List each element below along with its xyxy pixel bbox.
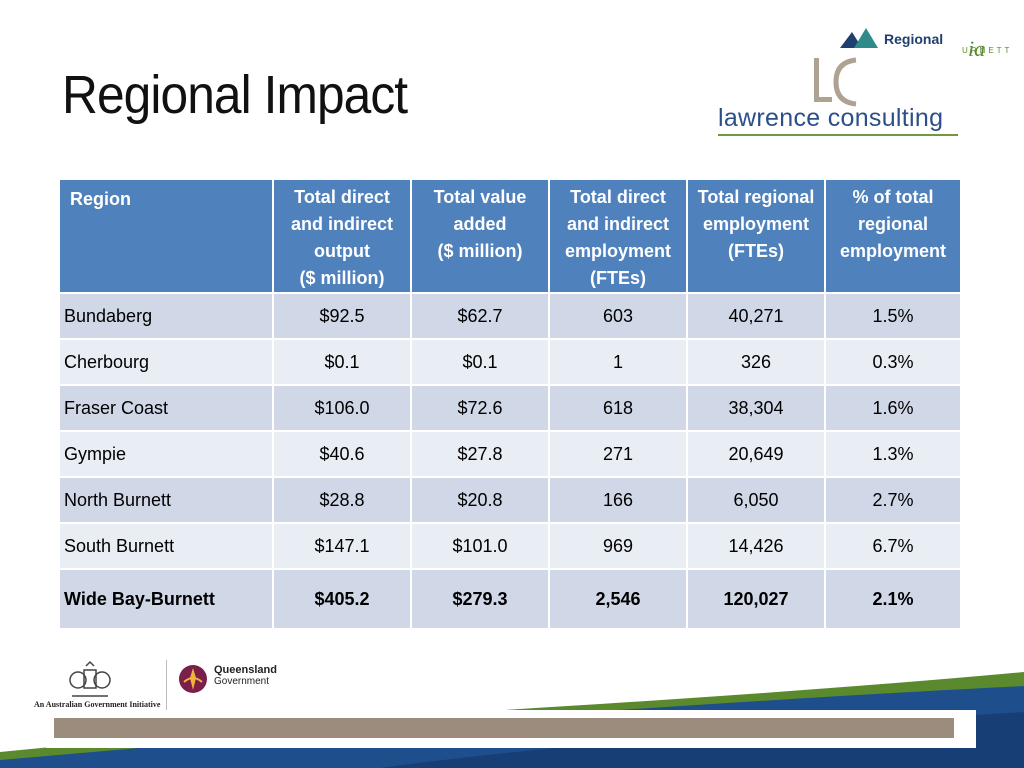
header-regional-employment: Total regional employment (FTEs) [686, 178, 826, 294]
cell-region: Gympie [58, 430, 274, 478]
header-output: Total direct and indirect output ($ mill… [272, 178, 412, 294]
cell-percent: 0.3% [824, 338, 962, 386]
footer-swoosh-graphic: l( [0, 672, 1024, 768]
cell-value-added: $72.6 [410, 384, 550, 432]
logo-underline [718, 134, 958, 136]
cell-employment: 271 [548, 430, 688, 478]
cell-regional-employment: 40,271 [686, 292, 826, 340]
regional-logo-subtext: URNETT [962, 46, 1013, 55]
cell-region-total: Wide Bay-Burnett [58, 568, 274, 630]
table-header-row: Region Total direct and indirect output … [58, 178, 962, 294]
table-row: South Burnett $147.1 $101.0 969 14,426 6… [58, 522, 962, 570]
cell-percent-total: 2.1% [824, 568, 962, 630]
cell-regional-employment: 38,304 [686, 384, 826, 432]
australian-government-text: An Australian Government Initiative [34, 700, 161, 709]
cell-employment: 1 [548, 338, 688, 386]
cell-employment: 166 [548, 476, 688, 524]
cell-region: Fraser Coast [58, 384, 274, 432]
cell-percent: 6.7% [824, 522, 962, 570]
table-row: Cherbourg $0.1 $0.1 1 326 0.3% [58, 338, 962, 386]
cell-region: North Burnett [58, 476, 274, 524]
table-row: Fraser Coast $106.0 $72.6 618 38,304 1.6… [58, 384, 962, 432]
cell-value-added: $27.8 [410, 430, 550, 478]
queensland-government-logo-icon [179, 665, 207, 693]
cell-employment: 618 [548, 384, 688, 432]
cell-value-added-total: $279.3 [410, 568, 550, 630]
footer-divider [166, 660, 167, 710]
cell-value-added: $101.0 [410, 522, 550, 570]
cell-output-total: $405.2 [272, 568, 412, 630]
regional-impact-table: Region Total direct and indirect output … [58, 178, 962, 630]
queensland-government-text: Queensland Government [214, 664, 277, 688]
cell-region: Bundaberg [58, 292, 274, 340]
cell-output: $40.6 [272, 430, 412, 478]
cell-output: $147.1 [272, 522, 412, 570]
cell-percent: 1.3% [824, 430, 962, 478]
qld-line2: Government [214, 676, 270, 687]
lawrence-consulting-logo-text: lawrence consulting [718, 104, 944, 132]
cell-output: $106.0 [272, 384, 412, 432]
lawrence-consulting-mark-icon [814, 57, 857, 107]
qld-line1: Queensland [214, 664, 277, 676]
table-total-row: Wide Bay-Burnett $405.2 $279.3 2,546 120… [58, 568, 962, 630]
cell-region: Cherbourg [58, 338, 274, 386]
header-value-added: Total value added ($ million) [410, 178, 550, 294]
coat-of-arms-icon [69, 660, 111, 697]
cell-regional-employment: 20,649 [686, 430, 826, 478]
cell-output: $0.1 [272, 338, 412, 386]
header-region: Region [58, 178, 274, 294]
cell-output: $92.5 [272, 292, 412, 340]
cell-value-added: $62.7 [410, 292, 550, 340]
table-row: Bundaberg $92.5 $62.7 603 40,271 1.5% [58, 292, 962, 340]
cell-percent: 1.6% [824, 384, 962, 432]
cell-employment: 603 [548, 292, 688, 340]
cell-regional-employment: 14,426 [686, 522, 826, 570]
cell-employment: 969 [548, 522, 688, 570]
header-employment: Total direct and indirect employment (FT… [548, 178, 688, 294]
cell-value-added: $0.1 [410, 338, 550, 386]
cell-regional-employment: 6,050 [686, 476, 826, 524]
slide-title: Regional Impact [62, 65, 408, 125]
table-row: North Burnett $28.8 $20.8 166 6,050 2.7% [58, 476, 962, 524]
cell-employment-total: 2,546 [548, 568, 688, 630]
cell-regional-employment: 326 [686, 338, 826, 386]
cell-regional-employment-total: 120,027 [686, 568, 826, 630]
cell-percent: 2.7% [824, 476, 962, 524]
svg-text:l(: l( [956, 719, 967, 741]
cell-percent: 1.5% [824, 292, 962, 340]
regional-logo-text: Regional [884, 31, 944, 47]
svg-text:ia: ia [968, 36, 985, 61]
header-percent-employment: % of total regional employment [824, 178, 962, 294]
table-row: Gympie $40.6 $27.8 271 20,649 1.3% [58, 430, 962, 478]
regional-logo-icon: ia [840, 28, 985, 61]
cell-value-added: $20.8 [410, 476, 550, 524]
cell-output: $28.8 [272, 476, 412, 524]
cell-region: South Burnett [58, 522, 274, 570]
